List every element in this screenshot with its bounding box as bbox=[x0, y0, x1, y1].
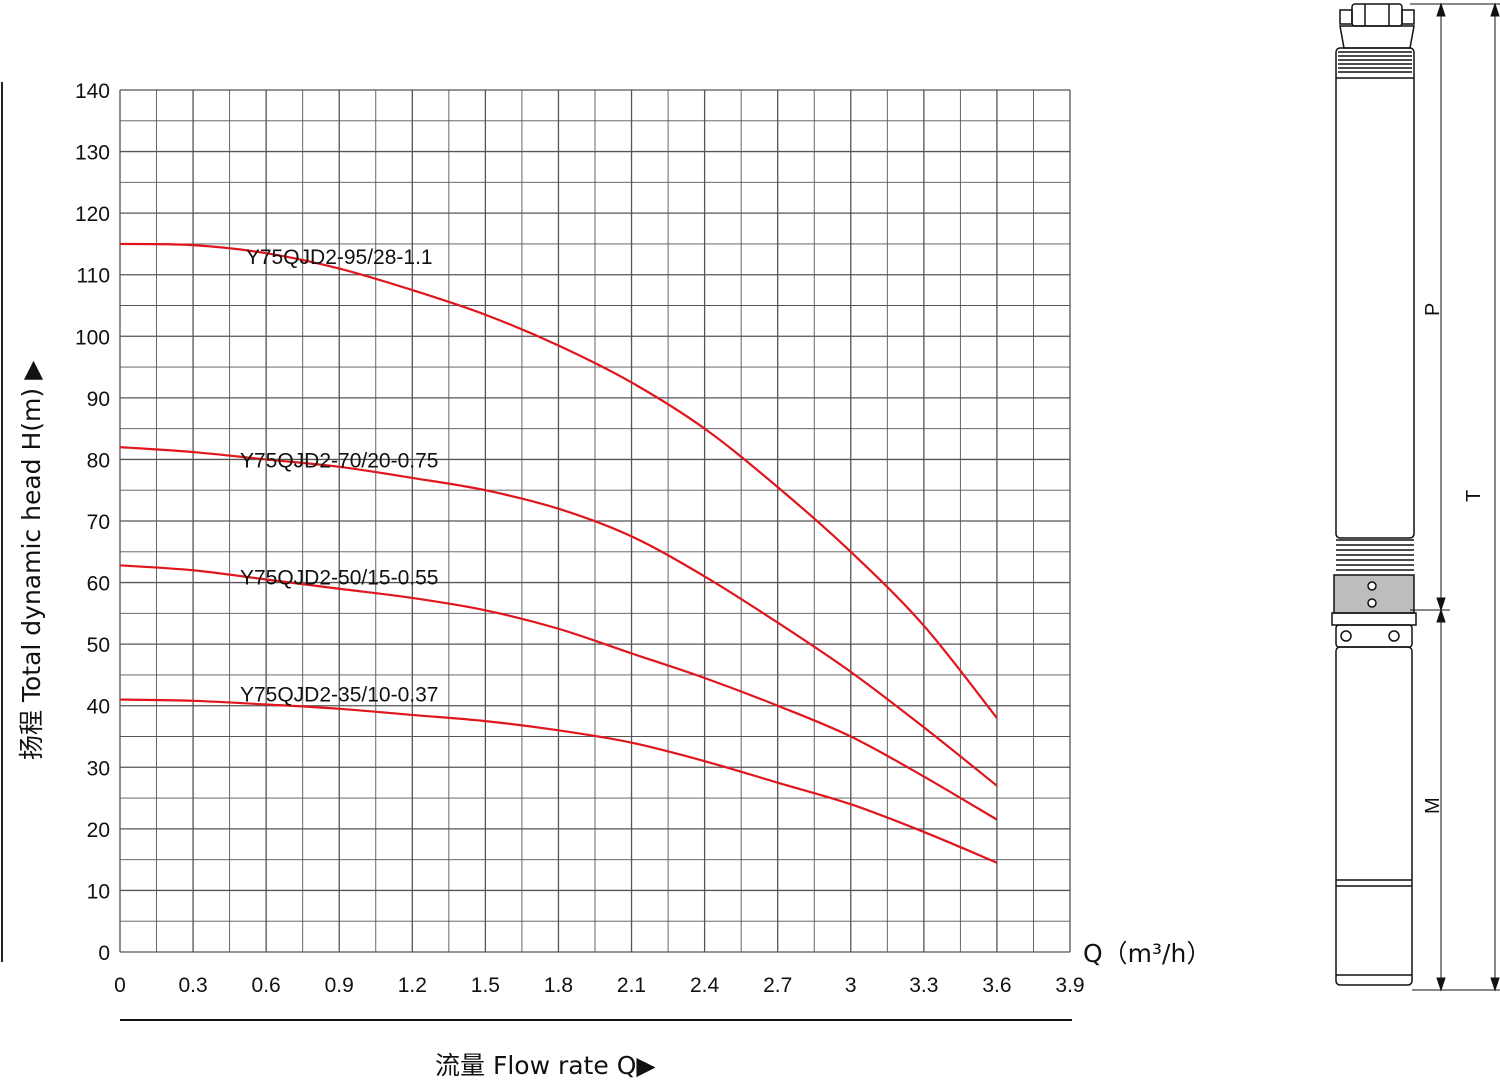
pump-top-right-lug bbox=[1401, 9, 1415, 25]
y-axis-title: 扬程 Total dynamic head H(m) ▶ bbox=[17, 360, 46, 760]
y-tick-label: 50 bbox=[87, 634, 110, 657]
curve-y75qjd2-35-10-0-37 bbox=[119, 698, 998, 864]
pump-coupling bbox=[1331, 612, 1417, 626]
y-tick-label: 10 bbox=[87, 880, 110, 903]
curve-label: Y75QJD2-95/28-1.1 bbox=[246, 246, 433, 269]
y-tick-label: 90 bbox=[87, 388, 110, 411]
dimension-t-label: T bbox=[1463, 490, 1485, 502]
y-tick-label: 70 bbox=[87, 511, 110, 534]
pump-motor-head bbox=[1335, 624, 1413, 648]
pump-drawing bbox=[1331, 2, 1500, 992]
curve-y75qjd2-50-15-0-55 bbox=[119, 564, 998, 821]
x-tick-label: 0.6 bbox=[252, 974, 281, 997]
dimension-p-label: P bbox=[1422, 303, 1444, 316]
y-tick-label: 0 bbox=[98, 942, 110, 965]
x-tick-label: 3.9 bbox=[1055, 974, 1084, 997]
x-tick-label: 2.1 bbox=[617, 974, 646, 997]
x-axis-ticks: 0 0.3 0.6 0.9 1.2 1.5 1.8 2.1 2.4 2.7 3 3.3 3.6 3.9 bbox=[114, 974, 1084, 997]
x-tick-label: 1.5 bbox=[471, 974, 500, 997]
curve-label: Y75QJD2-50/15-0.55 bbox=[240, 566, 438, 589]
x-tick-label: 0 bbox=[114, 974, 126, 997]
curve-y75qjd2-70-20-0-75 bbox=[119, 446, 998, 787]
x-tick-label: 3.6 bbox=[982, 974, 1011, 997]
pump-motor-body bbox=[1335, 646, 1413, 986]
y-tick-label: 120 bbox=[75, 203, 110, 226]
pump-lower-threads bbox=[1336, 539, 1414, 571]
x-axis-title: 流量 Flow rate Q▶ bbox=[435, 1051, 656, 1080]
x-tick-label: 0.9 bbox=[325, 974, 354, 997]
pump-body bbox=[1335, 47, 1415, 539]
pump-neck bbox=[1339, 25, 1415, 49]
x-tick-label: 2.4 bbox=[690, 974, 720, 997]
x-tick-label: 1.2 bbox=[398, 974, 427, 997]
grid bbox=[119, 89, 1071, 953]
x-tick-label: 3.3 bbox=[909, 974, 938, 997]
dimension-lines bbox=[1410, 2, 1500, 992]
y-tick-label: 80 bbox=[87, 449, 110, 472]
pump-top-left-lug bbox=[1339, 9, 1353, 25]
curve-label: Y75QJD2-70/20-0.75 bbox=[240, 449, 438, 472]
y-axis-ticks: 0 10 20 30 40 50 60 70 80 90 100 110 120 130 140 bbox=[75, 80, 110, 965]
curve-y75qjd2-95-28-1-1 bbox=[119, 242, 998, 719]
y-tick-label: 130 bbox=[75, 142, 110, 165]
y-tick-label: 110 bbox=[77, 265, 110, 288]
pump-top-threads bbox=[1338, 51, 1412, 73]
pump-top-cap bbox=[1351, 3, 1403, 27]
x-tick-label: 1.8 bbox=[544, 974, 573, 997]
y-tick-label: 30 bbox=[87, 757, 110, 780]
y-tick-label: 140 bbox=[75, 80, 110, 103]
x-tick-label: 0.3 bbox=[178, 974, 207, 997]
dimension-m-label: M bbox=[1422, 797, 1444, 814]
y-tick-label: 100 bbox=[75, 326, 110, 349]
curve-label: Y75QJD2-35/10-0.37 bbox=[240, 683, 438, 706]
y-tick-label: 20 bbox=[87, 819, 110, 842]
curves bbox=[119, 242, 998, 864]
curve-labels: Y75QJD2-95/28-1.1 Y75QJD2-70/20-0.75 Y75QJ… bbox=[240, 246, 438, 706]
x-tick-label: 2.7 bbox=[763, 974, 792, 997]
y-tick-label: 60 bbox=[87, 573, 110, 596]
x-tick-label: 3 bbox=[845, 974, 857, 997]
x-unit-label: Q（m³/h） bbox=[1083, 939, 1211, 968]
y-tick-label: 40 bbox=[87, 696, 110, 719]
